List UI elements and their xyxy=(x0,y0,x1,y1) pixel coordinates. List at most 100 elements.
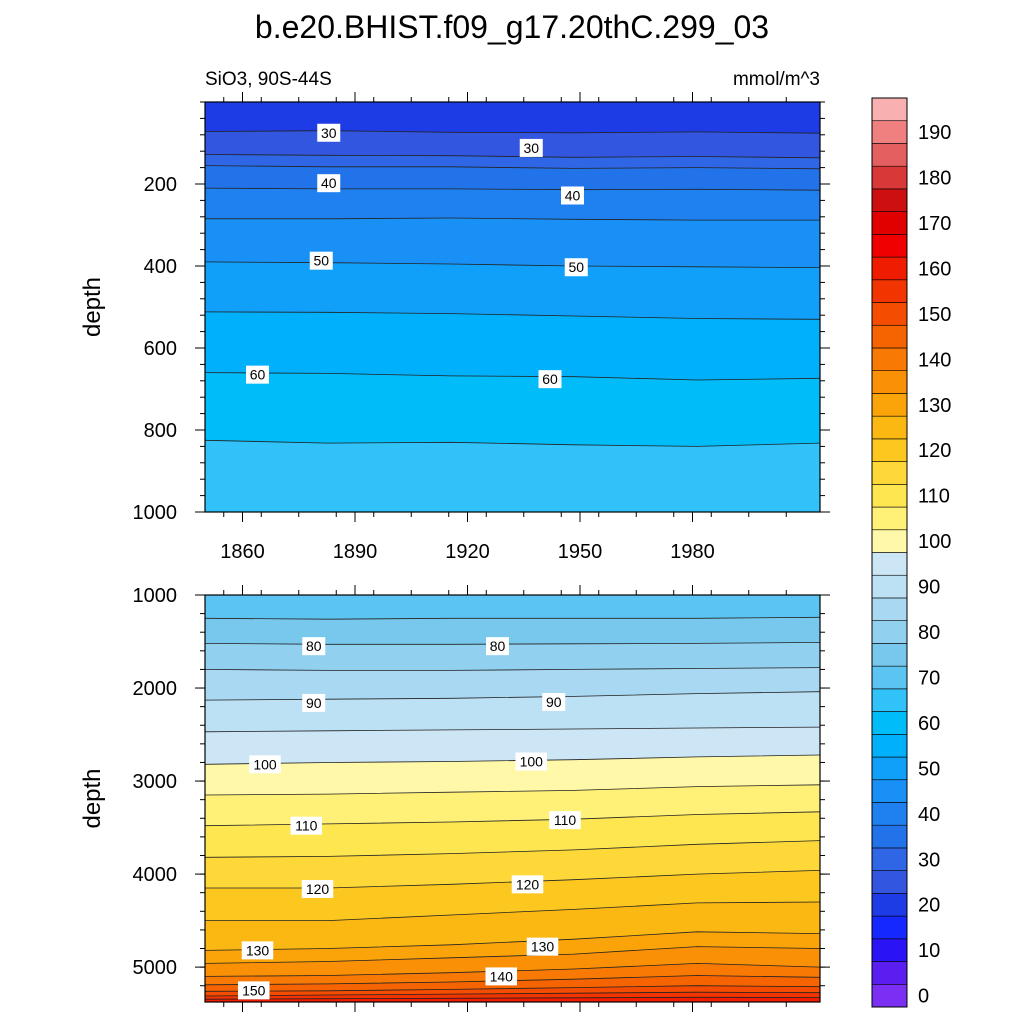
lower-contour-label-box xyxy=(301,879,334,898)
lower-contour-label: 130 xyxy=(531,939,555,955)
lower-contour-label-box xyxy=(486,637,509,656)
upper-contour-25 xyxy=(204,130,821,134)
colorbar-swatch xyxy=(871,211,908,235)
lower-contour-label-box xyxy=(549,811,581,830)
lower-frame xyxy=(204,594,821,1003)
lower-contour-label-box xyxy=(241,941,274,960)
colorbar-swatch xyxy=(871,711,908,735)
upper-contour-60 xyxy=(204,372,821,381)
upper-contour-label-box xyxy=(519,138,543,157)
colorbar-swatch xyxy=(871,915,908,940)
colorbar-swatch xyxy=(871,938,908,962)
colorbar-label: 10 xyxy=(918,940,940,962)
upper-ytick-label: 1000 xyxy=(133,502,178,524)
colorbar-label: 100 xyxy=(918,531,951,553)
lower-contour-130 xyxy=(204,931,821,951)
upper-xtick-label: 1860 xyxy=(220,541,265,563)
colorbar-swatch xyxy=(871,733,908,758)
colorbar-swatch xyxy=(871,756,908,781)
colorbar-swatch xyxy=(871,893,908,917)
upper-contour-label: 40 xyxy=(321,175,337,191)
upper-contour-label-box xyxy=(309,251,333,270)
colorbar-swatch xyxy=(871,961,908,985)
lower-ytick-label: 3000 xyxy=(133,771,178,793)
colorbar-swatch xyxy=(871,643,908,667)
lower-contour-100 xyxy=(204,754,821,765)
upper-xtick-label: 1950 xyxy=(558,541,603,563)
lower-band-160 xyxy=(205,997,820,1002)
colorbar-swatch xyxy=(871,324,908,349)
lower-contour-105 xyxy=(204,784,821,796)
lower-contour-125 xyxy=(205,901,821,921)
upper-contour-45 xyxy=(205,217,820,221)
colorbar-swatch xyxy=(871,370,908,394)
lower-contour-155 xyxy=(204,991,821,997)
colorbar-swatch xyxy=(871,256,908,281)
colorbar-swatch xyxy=(871,847,908,871)
upper-contour-label: 30 xyxy=(321,125,337,141)
colorbar-swatch xyxy=(871,302,908,326)
colorbar-swatch xyxy=(871,393,908,417)
colorbar-swatch xyxy=(871,870,908,894)
colorbar-swatch xyxy=(871,802,908,826)
colorbar-label: 130 xyxy=(918,395,951,417)
upper-xtick-label: 1980 xyxy=(670,541,715,563)
colorbar-label: 50 xyxy=(918,758,940,780)
upper-xtick-label: 1890 xyxy=(333,541,378,563)
colorbar-label: 170 xyxy=(918,213,951,235)
upper-ytick-label: 800 xyxy=(144,420,177,442)
lower-contour-label-box xyxy=(249,755,281,774)
upper-contour-label: 50 xyxy=(313,253,329,269)
upper-contour-50 xyxy=(204,261,821,268)
colorbar-swatch xyxy=(871,620,908,644)
colorbar-swatch xyxy=(871,461,908,485)
upper-contour-55 xyxy=(204,311,821,320)
upper-xtick-label: 1920 xyxy=(445,541,490,563)
subtitle-right: mmol/m^3 xyxy=(733,69,820,90)
lower-contour-label: 130 xyxy=(246,942,270,958)
lower-contour-label: 150 xyxy=(242,982,266,998)
colorbar-swatch xyxy=(871,779,908,803)
lower-contour-115 xyxy=(204,840,821,858)
colorbar-label: 30 xyxy=(918,849,940,871)
colorbar-swatch xyxy=(871,279,908,303)
upper-contour-label-box xyxy=(538,370,562,389)
upper-ytick-label: 400 xyxy=(144,256,177,278)
lower-contour-label-box xyxy=(238,981,270,1000)
colorbar-label: 140 xyxy=(918,349,951,371)
colorbar-label: 150 xyxy=(918,304,951,326)
lower-contour-label-box xyxy=(515,752,547,771)
lower-contour-label: 90 xyxy=(546,694,562,710)
lower-contour-label: 140 xyxy=(490,968,514,984)
colorbar-swatch xyxy=(871,97,908,122)
colorbar-label: 70 xyxy=(918,667,940,689)
colorbar-swatch xyxy=(871,143,908,167)
colorbar-swatch xyxy=(871,188,908,212)
upper-ytick-label: 200 xyxy=(144,174,177,196)
colorbar-label: 0 xyxy=(918,986,929,1008)
colorbar-label: 180 xyxy=(918,168,951,190)
colorbar-swatch xyxy=(871,529,908,553)
lower-contour-75 xyxy=(204,616,821,620)
upper-contour-label-box xyxy=(564,258,588,277)
lower-contour-label: 100 xyxy=(520,754,544,770)
colorbar-label: 190 xyxy=(918,122,951,144)
lower-contour-label-box xyxy=(542,692,566,711)
lower-contour-label-box xyxy=(511,875,544,894)
lower-contour-label-box xyxy=(485,967,517,986)
lower-ylabel: depth xyxy=(79,768,106,828)
colorbar-label: 90 xyxy=(918,577,940,599)
colorbar-swatch xyxy=(871,347,908,372)
colorbar-label: 60 xyxy=(918,713,940,735)
colorbar-swatch xyxy=(871,552,908,576)
lower-contour-label: 100 xyxy=(253,756,277,772)
lower-panel: 80 80 90 90 100 100 110 110 120 120 130 130 140 150 1… xyxy=(79,585,830,1012)
upper-ylabel: depth xyxy=(79,277,106,337)
lower-contour-label: 110 xyxy=(554,812,577,828)
colorbar-swatch xyxy=(871,574,908,599)
upper-contour-35 xyxy=(204,165,821,170)
upper-contour-label: 40 xyxy=(565,187,581,203)
colorbar-swatch xyxy=(871,165,908,190)
lower-contour-label: 80 xyxy=(306,638,322,654)
colorbar-label: 110 xyxy=(918,486,950,508)
